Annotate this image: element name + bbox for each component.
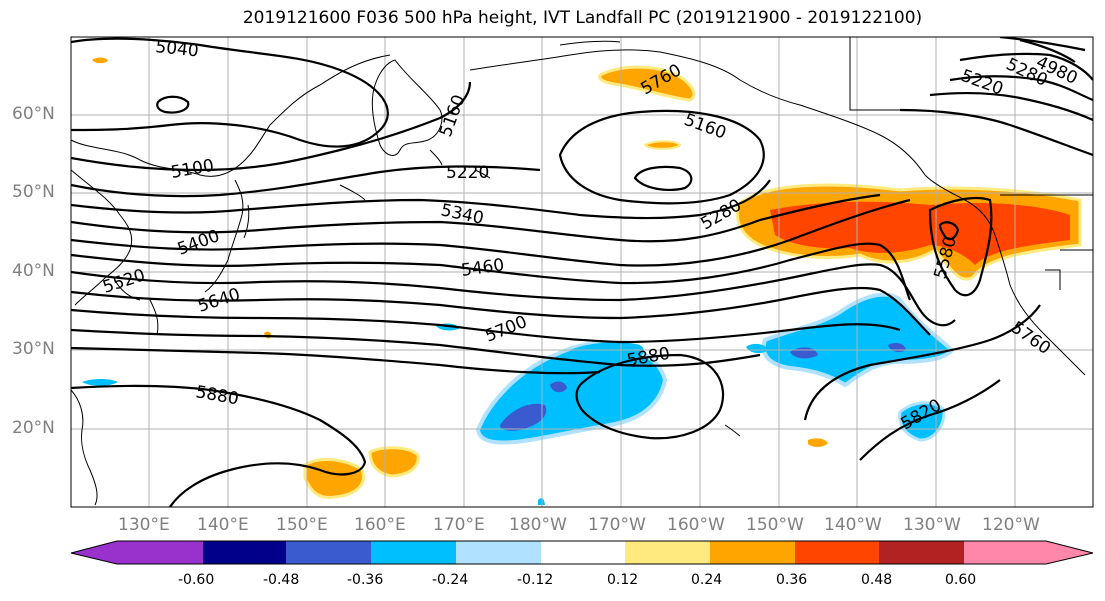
colorbar-tick-label: -0.48: [263, 572, 300, 588]
lon-label: 170°E: [433, 515, 485, 535]
ivt-strong-negative-region: [550, 381, 567, 393]
lon-label: 140°E: [197, 515, 249, 535]
lon-label: 120°W: [982, 515, 1040, 535]
ivt-positive-region: [92, 57, 108, 64]
colorbar-outline: [70, 540, 1094, 565]
colorbar-tick-label: -0.24: [432, 572, 469, 588]
colorbar-segment: [371, 541, 456, 564]
colorbar-segment: [456, 541, 541, 564]
colorbar-tick-label: -0.60: [178, 572, 215, 588]
colorbar-tick-label: -0.36: [347, 572, 384, 588]
contour-label: 5640: [195, 284, 242, 316]
lon-label: 160°E: [354, 515, 406, 535]
ivt-negative-region: [82, 379, 118, 386]
lat-label: 40°N: [12, 261, 55, 281]
colorbar-segment: [795, 541, 879, 564]
colorbar-segment: [286, 541, 371, 564]
height-contours: [71, 37, 1093, 507]
colorbar-segment: [117, 541, 203, 564]
lon-label: 140°W: [824, 515, 882, 535]
ivt-positive-region: [303, 458, 365, 500]
map-title: 2019121600 F036 500 hPa height, IVT Land…: [242, 8, 923, 28]
colorbar-segment: [71, 541, 117, 564]
contour-label: 5520: [100, 265, 147, 297]
contour-label: 5880: [194, 382, 240, 409]
colorbar-segment: [625, 541, 710, 564]
colorbar-tick-label: 0.48: [861, 572, 893, 588]
graticule: [71, 37, 1093, 507]
ivt-negative-region: [761, 292, 955, 388]
colorbar-tick-label: 0.60: [945, 572, 977, 588]
ivt-positive-region: [598, 65, 696, 102]
ivt-negative-region: [570, 342, 644, 360]
lon-label: 170°W: [588, 515, 646, 535]
ivt-positive-region: [808, 438, 828, 447]
ivt-shading: [82, 57, 1082, 505]
colorbar-segment: [203, 541, 286, 564]
lon-label: 130°W: [903, 515, 961, 535]
contour-label: 5220: [446, 163, 489, 183]
lat-label: 30°N: [12, 339, 55, 359]
colorbar-segment: [541, 541, 625, 564]
colorbar-segment: [1046, 541, 1093, 564]
ivt-positive-region: [643, 140, 682, 150]
lon-label: 130°E: [118, 515, 170, 535]
lon-label: 160°W: [667, 515, 725, 535]
ivt-negative-region: [746, 343, 768, 354]
lat-label: 20°N: [12, 418, 55, 438]
colorbar-segment: [879, 541, 964, 564]
contour-label: 5040: [154, 37, 199, 61]
colorbar-segment: [964, 541, 1046, 564]
colorbar-tick-label: 0.36: [776, 572, 808, 588]
ivt-strong-positive-region: [770, 201, 1070, 265]
ivt-strong-negative-region: [500, 403, 547, 431]
colorbar: [70, 540, 1094, 565]
colorbar-tick-label: -0.12: [517, 572, 554, 588]
lon-label: 150°W: [746, 515, 804, 535]
lon-label: 150°E: [276, 515, 328, 535]
lon-label: 180°W: [509, 515, 567, 535]
coastlines: [71, 37, 1093, 506]
map-frame: [70, 36, 1094, 508]
contour-label: 5460: [460, 255, 506, 281]
colorbar-tick-label: 0.24: [691, 572, 723, 588]
contour-label: 5100: [169, 156, 215, 183]
lat-label: 60°N: [12, 104, 55, 124]
ivt-positive-region: [368, 446, 420, 478]
colorbar-segment: [710, 541, 795, 564]
contour-label: 5760: [1007, 318, 1054, 359]
lat-label: 50°N: [12, 182, 55, 202]
contour-label: 5700: [482, 312, 530, 347]
colorbar-tick-label: 0.12: [607, 572, 639, 588]
